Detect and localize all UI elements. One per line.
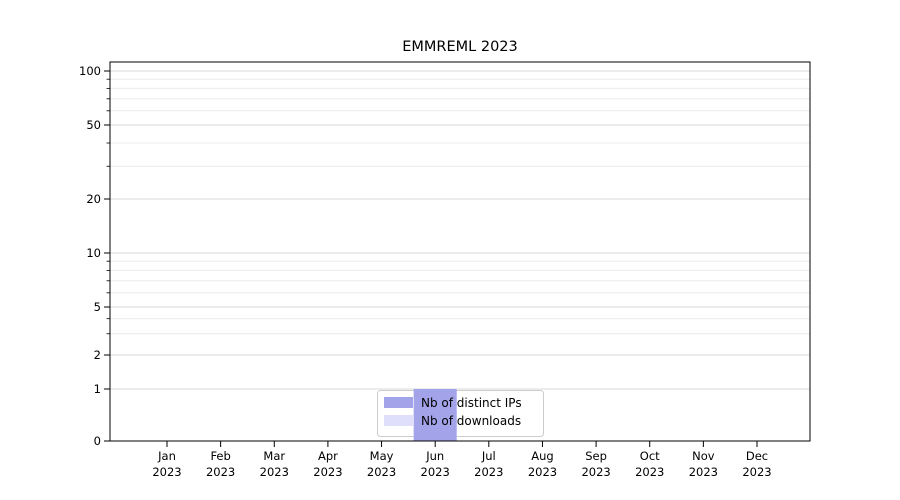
- x-tick-month-label: Oct: [640, 449, 660, 463]
- x-tick-month-label: Jul: [481, 449, 496, 463]
- axes-layer: 0 1 2 5 10 20 50 100 Jan 2023 Feb 2023 Mar 2023 Apr 202…: [79, 61, 811, 479]
- x-tick-year-label: 2023: [152, 465, 181, 479]
- x-tick-year-label: 2023: [528, 465, 557, 479]
- x-tick-month-label: Jun: [425, 449, 444, 463]
- x-tick-month-label: Nov: [692, 449, 715, 463]
- x-tick-month-label: Feb: [210, 449, 230, 463]
- gridlines-layer: [110, 70, 810, 390]
- x-tick-month-label: Dec: [746, 449, 768, 463]
- x-tick-year-label: 2023: [635, 465, 664, 479]
- x-tick-year-label: 2023: [474, 465, 503, 479]
- x-tick-month-label: Apr: [318, 449, 338, 463]
- x-tick-month-label: May: [370, 449, 394, 463]
- x-tick-year-label: 2023: [421, 465, 450, 479]
- y-tick-label: 50: [86, 118, 101, 132]
- legend-label-downloads: Nb of downloads: [421, 414, 521, 428]
- x-tick-year-label: 2023: [581, 465, 610, 479]
- x-tick-month-label: Sep: [585, 449, 607, 463]
- y-tick-label: 1: [94, 382, 101, 396]
- x-tick-month-label: Jan: [157, 449, 176, 463]
- x-tick-year-label: 2023: [367, 465, 396, 479]
- legend-swatch-distinct-ips: [384, 397, 413, 408]
- x-tick-year-label: 2023: [260, 465, 289, 479]
- plot-border: [109, 61, 811, 442]
- legend-label-distinct-ips: Nb of distinct IPs: [421, 396, 522, 410]
- y-tick-label: 20: [86, 192, 101, 206]
- x-tick-year-label: 2023: [206, 465, 235, 479]
- x-tick-year-label: 2023: [313, 465, 342, 479]
- y-tick-label: 5: [94, 300, 101, 314]
- y-tick-label: 10: [86, 246, 101, 260]
- y-tick-label: 2: [94, 348, 101, 362]
- bars-layer: [413, 389, 457, 441]
- x-tick-month-label: Mar: [263, 449, 285, 463]
- y-tick-label: 0: [94, 434, 101, 448]
- bar-nb-of-distinct-ips: [413, 389, 457, 441]
- legend-swatch-downloads: [384, 415, 413, 426]
- legend-content: Nb of distinct IPs Nb of downloads: [384, 396, 522, 428]
- x-tick-month-label: Aug: [531, 449, 553, 463]
- y-tick-label: 100: [79, 64, 101, 78]
- x-tick-year-label: 2023: [742, 465, 771, 479]
- x-tick-year-label: 2023: [689, 465, 718, 479]
- chart-title: EMMREML 2023: [402, 39, 518, 55]
